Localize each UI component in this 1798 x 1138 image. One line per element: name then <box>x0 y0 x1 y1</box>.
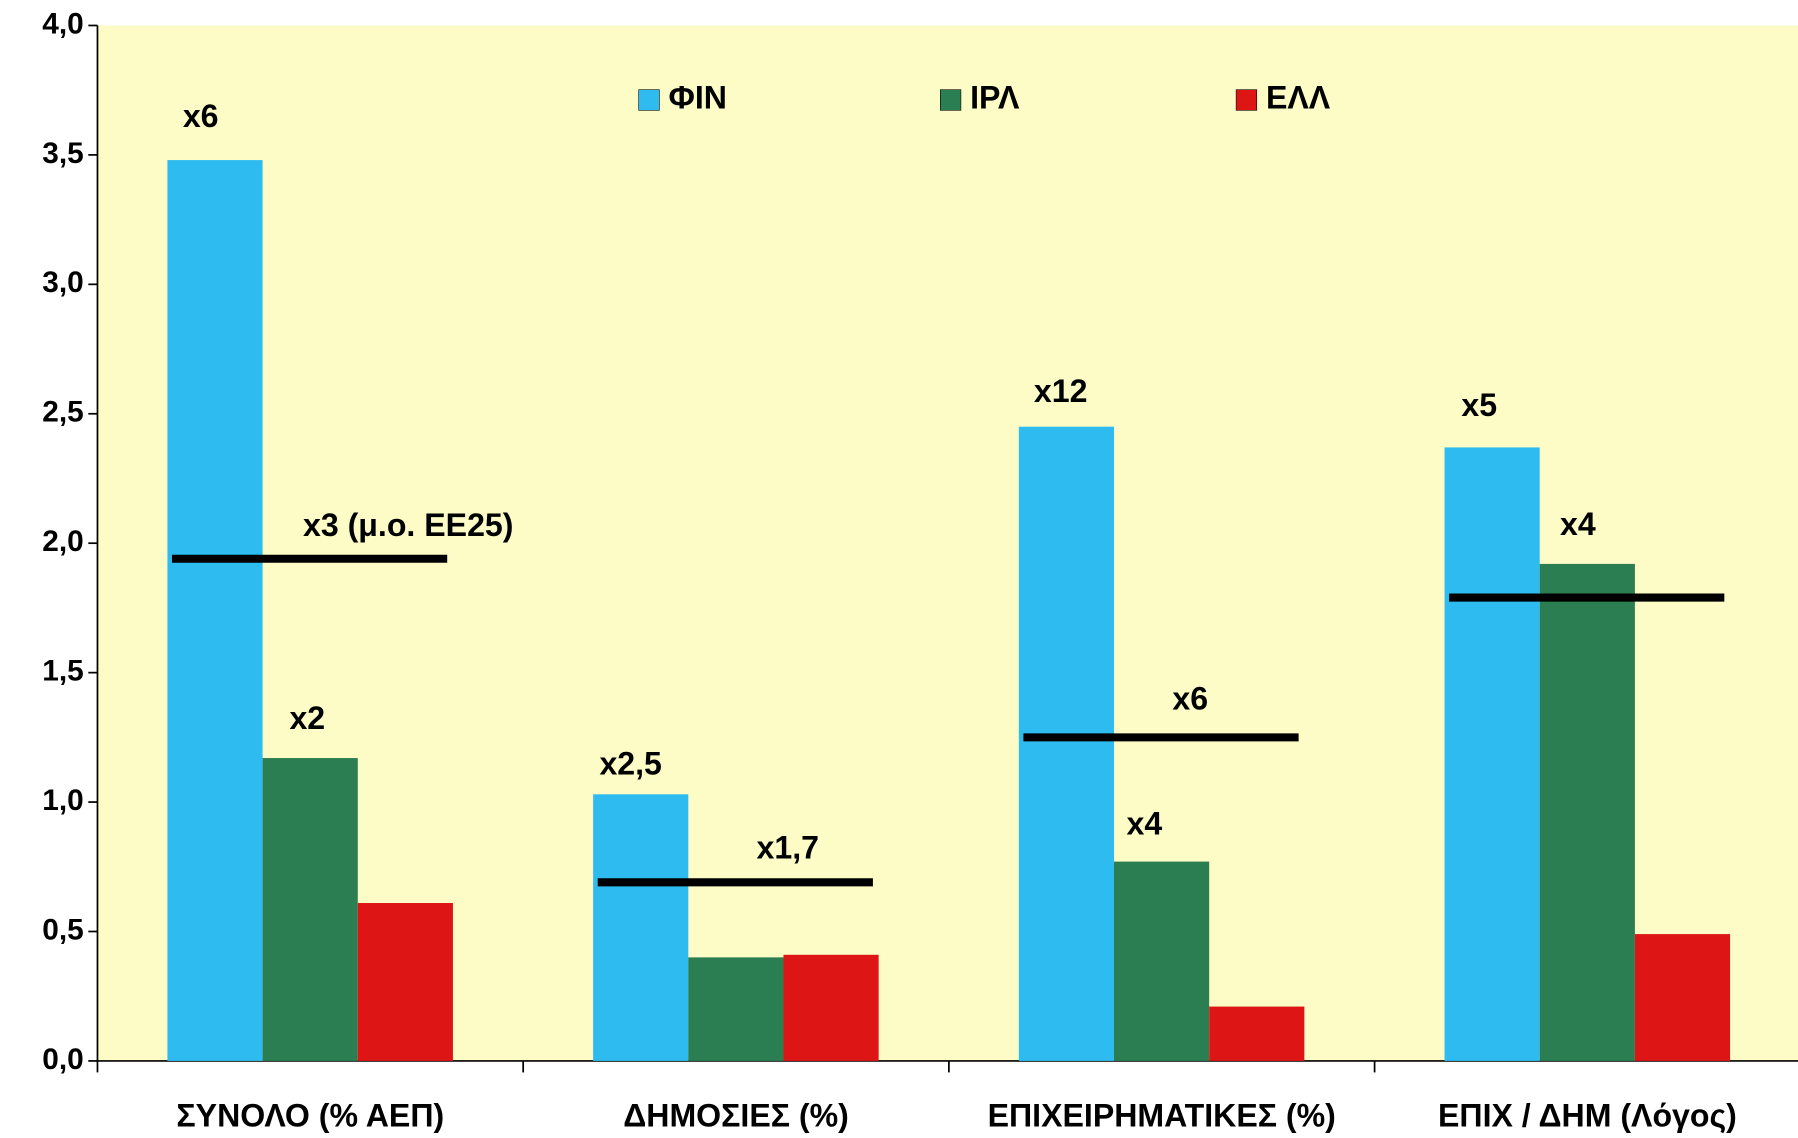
bar <box>357 903 453 1061</box>
x-tick-label: ΔΗΜΟΣΙΕΣ (%) <box>623 1098 849 1134</box>
annotation: x5 <box>1461 387 1497 423</box>
bar <box>167 160 263 1061</box>
y-tick-label: 1,0 <box>42 784 83 817</box>
bar <box>1114 861 1210 1061</box>
x-tick-label: ΣΥΝΟΛΟ (% ΑΕΠ) <box>176 1098 444 1134</box>
bar <box>1018 426 1115 1061</box>
bar <box>783 954 879 1061</box>
legend-label: ΙΡΛ <box>970 79 1020 115</box>
annotation: x2,5 <box>599 746 661 782</box>
legend-label: ΕΛΛ <box>1266 79 1331 115</box>
annotation: x4 <box>1560 506 1596 542</box>
y-tick-label: 1,5 <box>42 655 83 688</box>
bar <box>593 794 689 1061</box>
annotation: x1,7 <box>757 829 819 865</box>
legend-label: ΦΙΝ <box>669 79 727 115</box>
y-tick-label: 2,0 <box>42 525 83 558</box>
x-tick-label: ΕΠΙΧ / ΔΗΜ (Λόγος) <box>1438 1098 1737 1134</box>
legend-swatch <box>1235 89 1258 111</box>
bar <box>1444 447 1540 1061</box>
annotation: x12 <box>1034 373 1088 409</box>
annotation: x2 <box>289 700 325 736</box>
bar <box>1539 563 1635 1061</box>
legend-swatch <box>939 89 962 111</box>
bar <box>262 758 358 1061</box>
y-tick-label: 0,0 <box>42 1043 83 1076</box>
annotation: x3 (μ.ο. ΕΕ25) <box>303 507 514 543</box>
x-tick-label: ΕΠΙΧΕΙΡΗΜΑΤΙΚΕΣ (%) <box>988 1098 1336 1134</box>
y-tick-label: 4,0 <box>42 7 83 40</box>
bar <box>1634 934 1731 1061</box>
annotation: x6 <box>183 98 219 134</box>
annotation: x6 <box>1172 680 1208 716</box>
y-tick-label: 0,5 <box>42 913 83 946</box>
bar <box>1209 1006 1305 1061</box>
legend-swatch <box>638 89 660 111</box>
bar <box>688 957 784 1061</box>
y-tick-label: 3,0 <box>42 266 83 299</box>
y-tick-label: 2,5 <box>42 396 83 429</box>
y-tick-label: 3,5 <box>42 137 83 170</box>
annotation: x4 <box>1127 805 1163 841</box>
